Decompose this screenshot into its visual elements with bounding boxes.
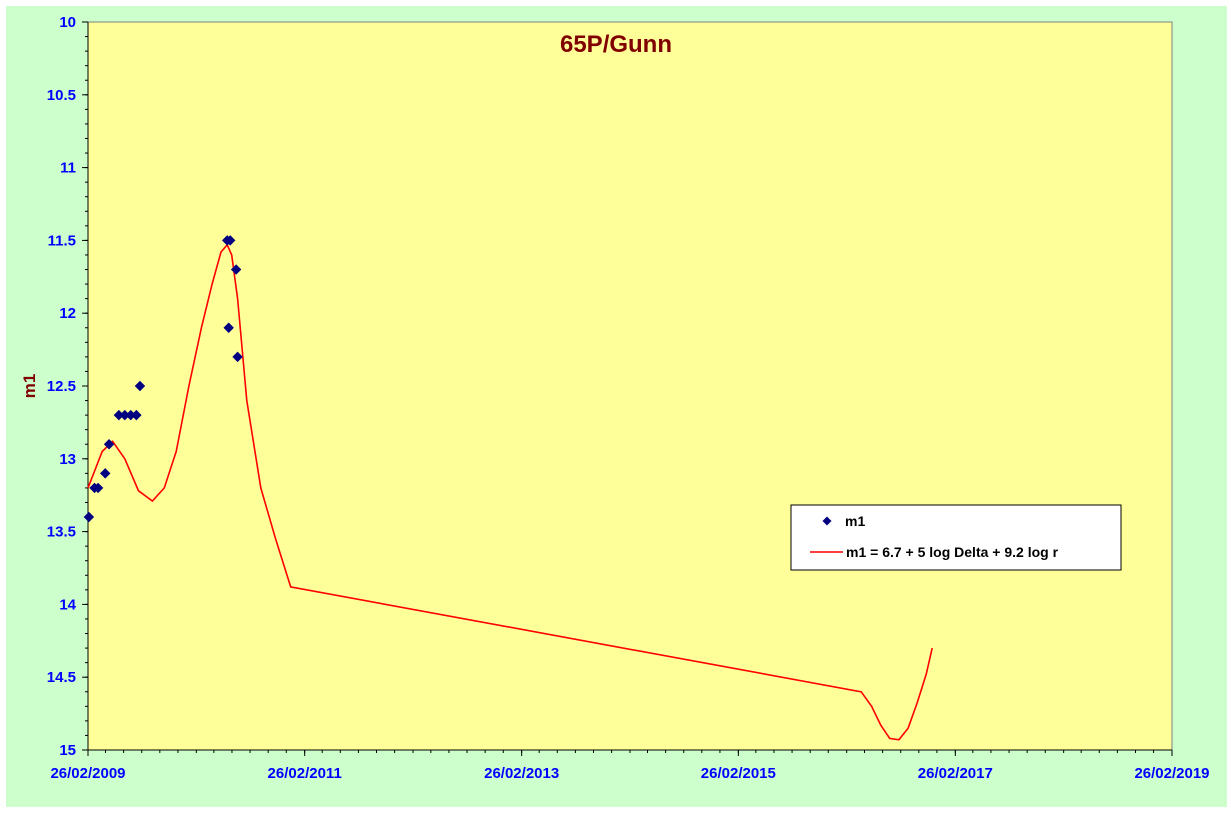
y-tick-label: 12.5 — [47, 378, 76, 395]
y-tick-label: 13.5 — [47, 524, 76, 541]
legend-label-points: m1 — [845, 513, 865, 529]
y-tick-label: 14.5 — [47, 669, 76, 686]
y-axis-title: m1 — [20, 374, 39, 399]
data-point — [100, 468, 111, 479]
data-point — [134, 380, 146, 392]
data-point — [103, 439, 115, 450]
data-points — [83, 235, 243, 523]
x-tick-label: 26/02/2013 — [484, 765, 559, 782]
y-tick-label: 12 — [59, 305, 76, 322]
data-point — [83, 511, 95, 523]
fit-line — [87, 243, 933, 741]
data-point — [92, 482, 104, 494]
chart-title: 65P/Gunn — [560, 31, 672, 58]
data-point — [232, 351, 243, 363]
legend-label-fit: m1 = 6.7 + 5 log Delta + 9.2 log r — [846, 544, 1059, 560]
y-tick-label: 10 — [59, 14, 76, 31]
y-tick-label: 11.5 — [48, 232, 76, 249]
y-axis-tick-labels: 10 10.5 11 11.5 12 12.5 13 13.5 14 14.5 15 — [47, 14, 77, 759]
axis-ticks — [82, 21, 1173, 756]
x-tick-label: 26/02/2017 — [918, 765, 993, 782]
data-point — [224, 235, 236, 246]
legend: m1 m1 = 6.7 + 5 log Delta + 9.2 log r — [790, 504, 1122, 571]
x-tick-label: 26/02/2011 — [268, 765, 342, 782]
x-tick-label: 26/02/2015 — [701, 765, 776, 782]
x-tick-label: 26/02/2009 — [50, 765, 125, 782]
plot-area — [87, 21, 1173, 751]
y-tick-label: 11 — [60, 160, 76, 177]
y-tick-label: 15 — [59, 742, 76, 759]
y-tick-label: 10.5 — [47, 87, 76, 104]
data-point — [131, 409, 142, 421]
data-point — [223, 322, 234, 333]
data-point — [230, 264, 242, 275]
legend-box — [790, 504, 1122, 571]
x-axis-tick-labels: 26/02/2009 26/02/2011 26/02/2013 26/02/2015… — [50, 765, 1209, 782]
y-tick-label: 14 — [59, 596, 76, 613]
x-tick-label: 26/02/2019 — [1134, 765, 1209, 782]
legend-marker-diamond — [822, 516, 832, 526]
y-tick-label: 13 — [59, 451, 76, 468]
